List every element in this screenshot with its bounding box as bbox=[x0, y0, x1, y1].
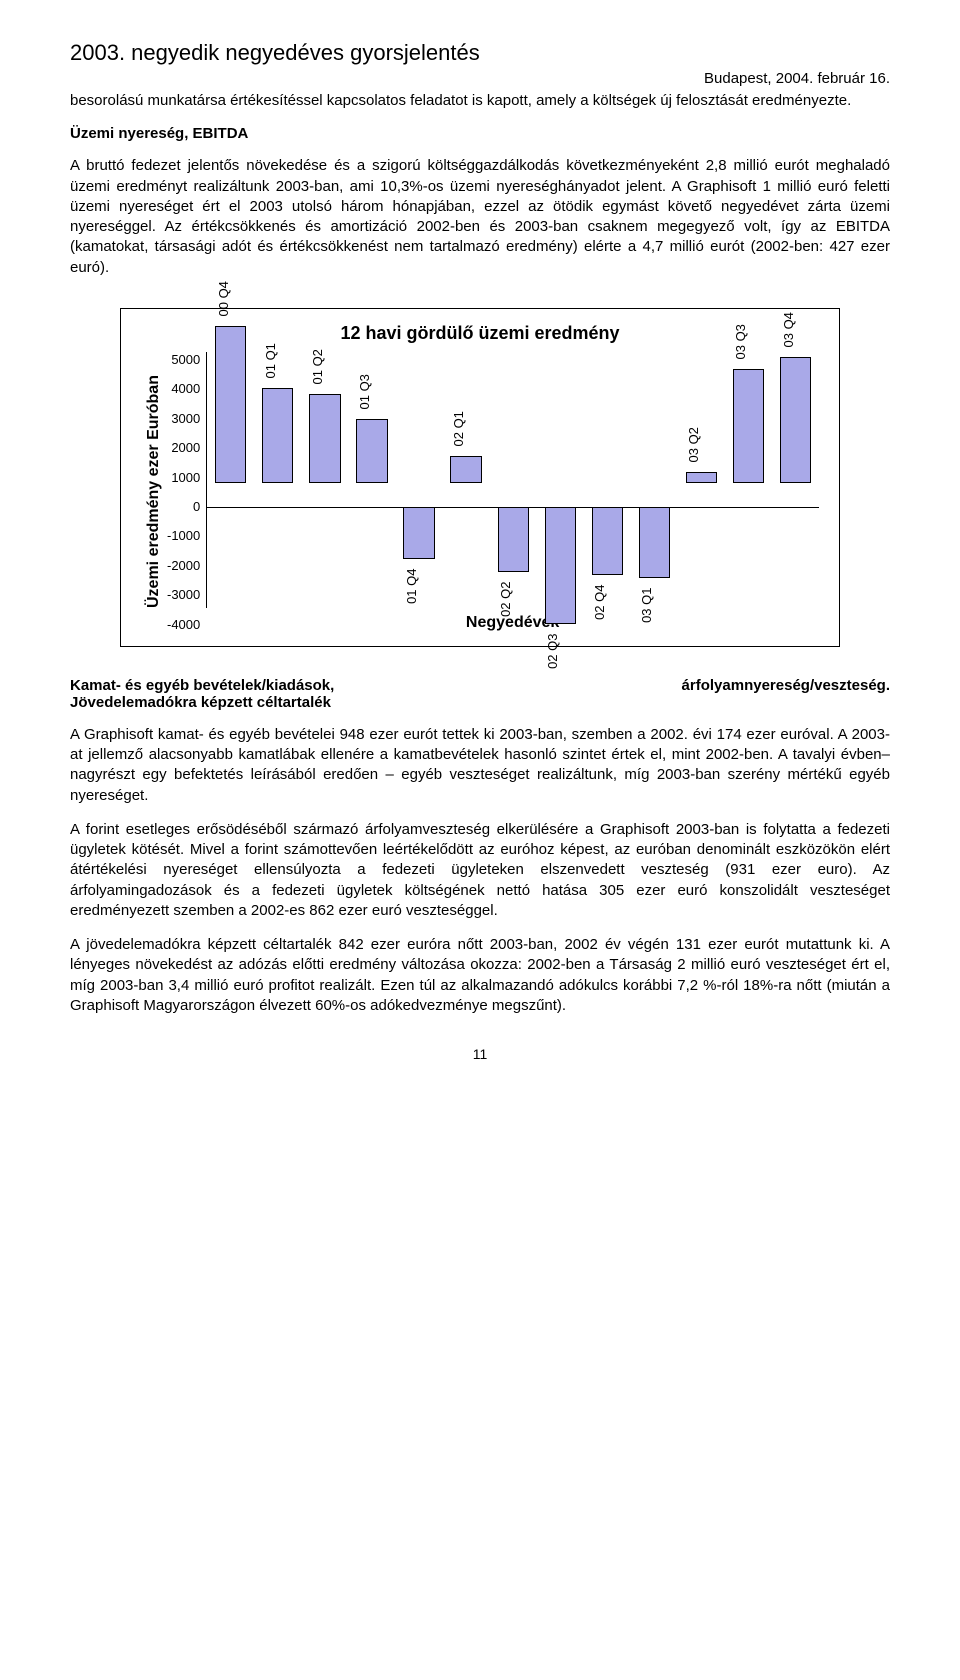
section-heading-ebitda: Üzemi nyereség, EBITDA bbox=[70, 125, 890, 142]
chart-container: 12 havi gördülő üzemi eredmény Üzemi ere… bbox=[120, 308, 840, 647]
chart-bar bbox=[686, 472, 717, 483]
page-number: 11 bbox=[70, 1046, 890, 1062]
chart-bar-label: 00 Q4 bbox=[216, 281, 231, 316]
chart-bar-label: 02 Q3 bbox=[545, 634, 560, 669]
document-title: 2003. negyedik negyedéves gyorsjelentés bbox=[70, 40, 890, 66]
chart-y-axis-ticks: 5000 4000 3000 2000 1000 0 -1000 -2000 -3000 -400… bbox=[167, 352, 206, 632]
chart-bar-slot: 02 Q2 bbox=[494, 352, 533, 608]
paragraph-p4: A jövedelemadókra képzett céltartalék 84… bbox=[70, 935, 890, 1016]
chart-bar-label: 02 Q4 bbox=[592, 584, 607, 619]
section-heading-kamat: Kamat- és egyéb bevételek/kiadások, árfo… bbox=[70, 677, 890, 711]
chart-plot-area: 00 Q401 Q1 01 Q2 01 Q3 01 Q4 02 Q1 02 Q202 Q3… bbox=[206, 352, 819, 608]
chart-bar-slot: 03 Q1 bbox=[635, 352, 674, 608]
chart-bar bbox=[450, 456, 481, 483]
paragraph-p2: A Graphisoft kamat- és egyéb bevételei 9… bbox=[70, 725, 890, 806]
chart-bar bbox=[639, 507, 670, 577]
chart-bar bbox=[545, 507, 576, 624]
paragraph-p3: A forint esetleges erősödéséből származó… bbox=[70, 820, 890, 921]
chart-y-tick: 3000 bbox=[171, 411, 200, 426]
chart-y-tick: 5000 bbox=[171, 352, 200, 367]
chart-bar bbox=[215, 326, 246, 484]
chart-bar-label: 03 Q3 bbox=[733, 324, 748, 359]
chart-bar-label: 03 Q4 bbox=[781, 312, 796, 347]
chart-bar-slot: 02 Q1 bbox=[447, 352, 486, 608]
chart-bar bbox=[262, 388, 293, 483]
chart-bar-slot: 00 Q4 bbox=[211, 352, 250, 608]
chart-bar bbox=[498, 507, 529, 571]
chart-bars-group: 00 Q401 Q1 01 Q2 01 Q3 01 Q4 02 Q1 02 Q202 Q3… bbox=[207, 352, 819, 608]
chart-bar bbox=[356, 419, 387, 483]
chart-y-tick: 4000 bbox=[171, 381, 200, 396]
section2-right: árfolyamnyereség/veszteség. bbox=[682, 677, 890, 694]
chart-y-tick: -2000 bbox=[167, 558, 200, 573]
chart-y-tick: 1000 bbox=[171, 470, 200, 485]
chart-bar bbox=[403, 507, 434, 559]
paragraph-section1: A bruttó fedezet jelentős növekedése és … bbox=[70, 156, 890, 278]
chart-bar-label: 02 Q2 bbox=[498, 581, 513, 616]
chart-bar-label: 03 Q1 bbox=[639, 587, 654, 622]
chart-bar-slot: 01 Q1 bbox=[258, 352, 297, 608]
chart-bar-slot: 03 Q4 bbox=[776, 352, 815, 608]
chart-bar bbox=[309, 394, 340, 483]
chart-bar-slot: 02 Q4 bbox=[588, 352, 627, 608]
section2-left: Kamat- és egyéb bevételek/kiadások, bbox=[70, 677, 334, 694]
chart-bar-label: 02 Q1 bbox=[451, 412, 466, 447]
chart-bar-label: 01 Q4 bbox=[404, 569, 419, 604]
chart-bar-slot: 02 Q3 bbox=[541, 352, 580, 608]
document-date: Budapest, 2004. február 16. bbox=[70, 70, 890, 87]
chart-bar-slot: 03 Q3 bbox=[729, 352, 768, 608]
chart-bar-label: 01 Q3 bbox=[357, 374, 372, 409]
chart-y-tick: 0 bbox=[193, 499, 200, 514]
chart-bar-slot: 01 Q2 bbox=[305, 352, 344, 608]
chart-bar bbox=[733, 369, 764, 483]
chart-bar-label: 03 Q2 bbox=[686, 427, 701, 462]
chart-y-tick: -1000 bbox=[167, 528, 200, 543]
chart-bar-label: 01 Q2 bbox=[310, 349, 325, 384]
chart-bar-slot: 01 Q4 bbox=[400, 352, 439, 608]
chart-y-tick: 2000 bbox=[171, 440, 200, 455]
chart-bar-slot: 01 Q3 bbox=[352, 352, 391, 608]
chart-bar-label: 01 Q1 bbox=[263, 343, 278, 378]
section2-line2: Jövedelemadókra képzett céltartalék bbox=[70, 694, 331, 711]
chart-bar-slot: 03 Q2 bbox=[682, 352, 721, 608]
chart-y-tick: -3000 bbox=[167, 587, 200, 602]
chart-bar bbox=[592, 507, 623, 574]
chart-y-axis-label: Üzemi eredmény ezer Euróban bbox=[141, 352, 167, 632]
chart-bar bbox=[780, 357, 811, 483]
paragraph-intro: besorolású munkatársa értékesítéssel kap… bbox=[70, 91, 890, 111]
chart-y-tick: -4000 bbox=[167, 617, 200, 632]
